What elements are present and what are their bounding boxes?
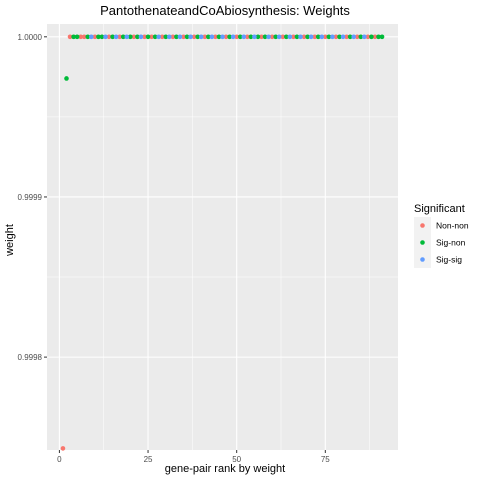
- data-point-sig-sig: [309, 35, 314, 40]
- legend-title: Significant: [414, 203, 465, 215]
- legend-label-sig-sig: Sig-sig: [436, 255, 462, 265]
- data-point-sig-sig: [252, 35, 257, 40]
- legend-symbol-sig-non: [420, 240, 425, 245]
- plot-panel: [47, 24, 398, 450]
- legend: Significant Non-non Sig-non Sig-sig: [414, 203, 469, 268]
- legend-label-sig-non: Sig-non: [436, 238, 466, 248]
- x-tick-label: 0: [57, 455, 62, 464]
- data-point-sig-sig: [124, 35, 129, 40]
- x-axis-title: gene-pair rank by weight: [165, 463, 285, 475]
- legend-symbol-non-non: [420, 223, 425, 228]
- data-point-sig-sig: [139, 35, 144, 40]
- data-point-non-non: [61, 446, 66, 451]
- data-point-sig-sig: [341, 35, 346, 40]
- x-tick-label: 25: [144, 455, 153, 464]
- data-point-sig-sig: [210, 35, 215, 40]
- data-point-sig-sig: [199, 35, 204, 40]
- data-point-sig-non: [369, 35, 374, 40]
- legend-label-non-non: Non-non: [436, 221, 469, 231]
- data-point-sig-sig: [241, 35, 246, 40]
- data-point-sig-non: [146, 35, 151, 40]
- y-tick-label: 0.9998: [18, 353, 43, 362]
- x-axis-ticks: 0 25 50 75: [57, 450, 330, 464]
- data-point-sig-sig: [89, 35, 94, 40]
- y-tick-label: 1.0000: [18, 33, 43, 42]
- data-point-sig-sig: [362, 35, 367, 40]
- data-point-sig-sig: [330, 35, 335, 40]
- data-point-sig-sig: [266, 35, 271, 40]
- data-point-sig-non: [75, 35, 80, 40]
- data-point-sig-sig: [178, 35, 183, 40]
- x-tick-label: 75: [321, 455, 330, 464]
- y-tick-label: 0.9999: [18, 193, 43, 202]
- data-point-sig-sig: [288, 35, 293, 40]
- chart-title: PantothenateandCoAbiosynthesis: Weights: [100, 3, 350, 18]
- legend-keys: Non-non Sig-non Sig-sig: [414, 217, 469, 268]
- data-point-sig-sig: [114, 35, 119, 40]
- data-point-sig-sig: [231, 35, 236, 40]
- data-point-sig-sig: [156, 35, 161, 40]
- data-point-sig-sig: [277, 35, 282, 40]
- data-point-sig-sig: [103, 35, 108, 40]
- y-axis-title: weight: [4, 224, 16, 257]
- legend-symbol-sig-sig: [420, 257, 425, 262]
- data-point-sig-sig: [298, 35, 303, 40]
- data-point-sig-sig: [351, 35, 356, 40]
- data-point-sig-sig: [167, 35, 172, 40]
- data-point-sig-sig: [220, 35, 225, 40]
- data-point-sig-sig: [319, 35, 324, 40]
- y-axis-ticks: 0.9998 0.9999 1.0000: [18, 33, 47, 362]
- data-point-sig-non: [380, 35, 385, 40]
- data-point-sig-non: [64, 76, 69, 81]
- data-point-sig-sig: [188, 35, 193, 40]
